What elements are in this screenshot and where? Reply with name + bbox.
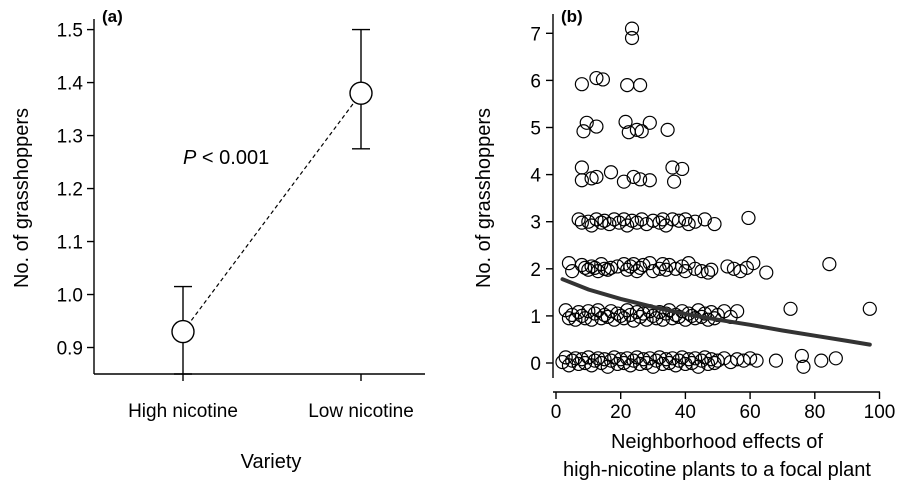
panel-b-data-point <box>643 116 656 129</box>
panel-b-y-tick-label: 4 <box>530 166 541 187</box>
panel-b-y-tick-label: 3 <box>530 213 541 234</box>
panel-a-y-label: No. of grasshoppers <box>11 108 33 288</box>
panel-a-dashed-connector <box>183 93 361 331</box>
panel-b-y-tick-label: 6 <box>530 71 541 92</box>
panel-b-data-point <box>769 354 782 367</box>
panel-a-y-tick-label: 1.0 <box>57 286 83 307</box>
panel-b-data-point <box>643 174 656 187</box>
panel-a-marks <box>172 30 372 374</box>
panel-b-data-point <box>604 166 617 179</box>
panel-b-data-point <box>575 78 588 91</box>
panel-b-x-label-line1: Neighborhood effects of <box>611 431 823 453</box>
panel-b-data-point <box>760 266 773 279</box>
panel-b-data-point <box>863 302 876 315</box>
panel-b-y-tick-label: 7 <box>530 24 541 45</box>
panel-b-y-tick-label: 1 <box>530 307 541 328</box>
panel-b-y-label: No. of grasshoppers <box>473 108 495 288</box>
panel-b-x-label-line2: high-nicotine plants to a focal plant <box>563 459 871 481</box>
panel-a-y-tick-label: 1.5 <box>57 21 83 42</box>
panel-b-data-point <box>562 257 575 270</box>
panel-a-y-tick-label: 1.2 <box>57 180 83 201</box>
panel-b-chart: (b) 0 1 2 3 4 5 6 7 0 20 40 60 80 100 Neighborhood e… <box>473 7 895 481</box>
panel-b-x-tick-label: 40 <box>675 402 696 423</box>
panel-b-y-tick-label: 5 <box>530 119 541 140</box>
panel-b-data-point <box>634 79 647 92</box>
panel-b-data-point <box>661 123 674 136</box>
panel-b-data-point <box>676 162 689 175</box>
panel-b-x-tick-label: 0 <box>551 402 562 423</box>
panel-b-data-point <box>626 32 639 45</box>
panel-b-x-tick-label: 80 <box>804 402 825 423</box>
panel-a-mean-point <box>350 82 372 104</box>
panel-a-annotation: P < 0.001 <box>183 147 269 169</box>
panel-b-x-tick-label: 60 <box>740 402 761 423</box>
panel-a-y-tick-label: 0.9 <box>57 339 83 360</box>
panel-b-y-ticks: 0 1 2 3 4 5 6 7 <box>530 24 553 375</box>
panel-a-x-label: Variety <box>241 451 302 473</box>
panel-a-x-tick-label: High nicotine <box>128 401 238 422</box>
panel-b-data-point <box>679 265 692 278</box>
panel-b-data-point <box>575 174 588 187</box>
panel-b-y-tick-label: 2 <box>530 260 541 281</box>
panel-b-data-point <box>742 211 755 224</box>
panel-b-data-point <box>577 125 590 138</box>
panel-b-data-point <box>815 354 828 367</box>
panel-b-data-point <box>829 352 842 365</box>
panel-a-tag: (a) <box>102 7 123 26</box>
panel-b-x-tick-label: 20 <box>610 402 631 423</box>
panel-b-data-point <box>613 216 626 229</box>
panel-a-y-tick-label: 1.3 <box>57 127 83 148</box>
panel-b-data-point <box>668 175 681 188</box>
panel-b-x-ticks: 0 20 40 60 80 100 <box>551 392 896 423</box>
panel-b-data-point <box>566 265 579 278</box>
panel-a-x-ticks: High nicotine Low nicotine <box>128 374 414 422</box>
panel-b-data-point <box>575 161 588 174</box>
panel-a-y-ticks: 0.9 1.0 1.1 1.2 1.3 1.4 1.5 <box>57 21 94 360</box>
panel-a-y-tick-label: 1.4 <box>57 74 84 95</box>
panel-a-chart: (a) 0.9 1.0 1.1 1.2 1.3 1.4 1.5 High nicotine L… <box>11 7 425 473</box>
panel-b-data-point <box>705 263 718 276</box>
panel-b-data-point <box>590 170 603 183</box>
panel-a-y-tick-label: 1.1 <box>57 233 83 254</box>
panel-b-y-tick-label: 0 <box>530 354 541 375</box>
panel-b-data-point <box>621 79 634 92</box>
panel-a-x-tick-label: Low nicotine <box>308 401 414 422</box>
panel-a-mean-point <box>172 321 194 343</box>
panel-b-data-point <box>784 302 797 315</box>
panel-b-data-point <box>635 125 648 138</box>
panel-b-x-tick-label: 100 <box>864 402 896 423</box>
panel-b-tag: (b) <box>561 7 583 26</box>
panel-b-data-point <box>572 213 585 226</box>
panel-b-data-point <box>823 258 836 271</box>
